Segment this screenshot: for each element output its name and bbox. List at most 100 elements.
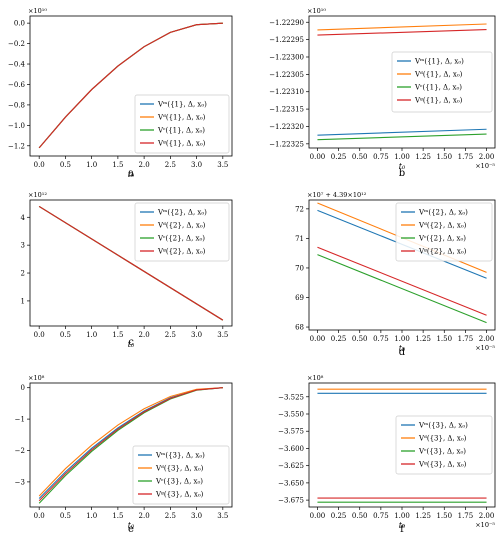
x-tick-label: 1.5 — [112, 161, 123, 169]
x-tick-label: 1.75 — [458, 512, 474, 520]
legend-entry: Vᵈ({2}, Δ, x₀) — [418, 222, 467, 230]
y-tick-label: 2 — [21, 270, 25, 278]
x-tick-label: 3.5 — [217, 331, 228, 339]
x-tick-label: 1.00 — [394, 153, 410, 161]
x-tick-label: 0.50 — [352, 512, 368, 520]
panel-label: f — [400, 524, 405, 535]
y-tick-label: −3.675 — [278, 497, 304, 505]
y-tick-label: 68 — [295, 324, 304, 332]
x-tick-label: 1.00 — [394, 512, 410, 520]
x-tick-label: 0.50 — [352, 153, 368, 161]
y-tick-label: −1.0 — [8, 122, 25, 130]
x-tick-label: 0.25 — [331, 335, 347, 343]
y-tick-label: −3.575 — [278, 428, 304, 436]
x-axis-label: t₀ — [128, 521, 135, 530]
legend-entry: Vᵐ({1}, Δ, x₀) — [414, 58, 464, 66]
y-tick-label: −2 — [15, 447, 25, 455]
x-tick-label: 1.0 — [86, 161, 97, 169]
x-tick-label: 0.75 — [373, 335, 389, 343]
x-tick-label: 0.5 — [60, 331, 71, 339]
y-tick-label: 71 — [295, 235, 304, 243]
legend-box — [395, 415, 493, 475]
x-tick-label: 0.00 — [310, 335, 326, 343]
x-tick-label: 0.25 — [331, 512, 347, 520]
y-tick-label: −0.4 — [8, 61, 26, 69]
x-tick-label: 0.75 — [373, 153, 389, 161]
legend-entry: Vᶜ({1}, Δ, x₀) — [157, 127, 205, 135]
x-tick-label: 3.0 — [191, 512, 202, 520]
legend-entry: Vᵍ({2}, Δ, x₀) — [157, 248, 206, 256]
x-tick-label: 2.5 — [165, 512, 176, 520]
y-tick-label: 0 — [21, 384, 25, 392]
panel-f: 0.00 0.25 0.50 0.75 1.00 1.25 1.50 1.75 2.00 −3.5… — [278, 374, 496, 535]
panel-e: 0.0 0.5 1.0 1.5 2.0 2.5 3.0 3.5 −3 −2 −1 0×10⁸ t₀ Vᵐ(… — [15, 374, 233, 535]
y-tick-label: −3.625 — [278, 462, 304, 470]
legend: Vᵐ({1}, Δ, x₀) Vᵈ({1}, Δ, x₀) Vᶜ({1}, Δ, x… — [391, 51, 493, 113]
legend: Vᵐ({3}, Δ, x₀) Vᵈ({3}, Δ, x₀) Vᶜ({3}, Δ, x… — [395, 415, 493, 475]
y-tick-label: 3 — [21, 242, 25, 250]
legend: Vᵐ({3}, Δ, x₀) Vᵈ({3}, Δ, x₀) Vᶜ({3}, Δ, x… — [132, 445, 230, 505]
series-line-4 — [38, 205, 224, 321]
legend-entry: Vᵐ({2}, Δ, x₀) — [157, 209, 207, 217]
y-tick-label: 1 — [21, 297, 25, 305]
x-tick-label: 1.25 — [415, 512, 431, 520]
x-multiplier: ×10⁻⁵ — [475, 521, 495, 529]
x-multiplier: ×10⁻⁵ — [475, 344, 495, 352]
x-tick-label: 2.0 — [139, 161, 150, 169]
legend-entry: Vᵐ({3}, Δ, x₀) — [418, 422, 468, 430]
y-tick-label: 0.0 — [14, 20, 25, 28]
panel-label: b — [399, 168, 405, 179]
x-tick-label: 2.00 — [479, 153, 495, 161]
y-tick-label: −3.650 — [278, 479, 304, 487]
y-tick-label: −1.22315 — [269, 106, 304, 114]
x-tick-label: 1.5 — [112, 512, 123, 520]
y-tick-label: −3.600 — [278, 445, 304, 453]
series-line-3 — [317, 133, 487, 141]
panel-label: d — [399, 347, 406, 358]
panel-label: a — [128, 168, 134, 179]
x-tick-label: 2.00 — [479, 335, 495, 343]
legend-entry: Vᶜ({1}, Δ, x₀) — [414, 84, 462, 92]
legend: Vᵐ({1}, Δ, x₀) Vᵈ({1}, Δ, x₀) Vᶜ({1}, Δ, x… — [134, 94, 230, 154]
y-tick-label: 69 — [295, 294, 304, 302]
axes-frame — [29, 382, 233, 508]
legend-entry: Vᶜ({3}, Δ, x₀) — [418, 448, 466, 456]
panel-b: 0.00 0.25 0.50 0.75 1.00 1.25 1.50 1.75 2.00 −1.2… — [269, 7, 496, 179]
legend-entry: Vᵈ({1}, Δ, x₀) — [414, 71, 463, 79]
panel-label: c — [128, 337, 134, 348]
x-tick-label: 0.00 — [310, 153, 326, 161]
series-line-4 — [317, 246, 487, 316]
y-tick-label: 72 — [295, 205, 304, 213]
legend-entry: Vᶜ({3}, Δ, x₀) — [155, 478, 203, 486]
legend-entry: Vᵐ({2}, Δ, x₀) — [418, 209, 468, 217]
legend-entry: Vᶜ({2}, Δ, x₀) — [418, 235, 466, 243]
x-tick-label: 0.25 — [331, 153, 347, 161]
y-tick-label: −3.525 — [278, 393, 304, 401]
x-tick-label: 0.50 — [352, 335, 368, 343]
y-tick-label: −1.22295 — [269, 36, 304, 44]
x-tick-label: 3.5 — [217, 512, 228, 520]
legend-entry: Vᵈ({2}, Δ, x₀) — [157, 222, 206, 230]
series-line-3 — [317, 254, 487, 324]
y-multiplier: ×10¹⁰ — [307, 7, 326, 15]
y-tick-label: −1.22310 — [269, 88, 304, 96]
y-multiplier: ×10⁸ — [28, 374, 45, 382]
y-tick-label: −1.22320 — [269, 123, 304, 131]
axes-frame — [29, 199, 233, 327]
y-tick-label: −0.8 — [8, 101, 25, 109]
axes-frame — [29, 15, 233, 157]
x-axis-label: t₀ — [128, 170, 135, 179]
y-tick-label: −1.22325 — [269, 140, 304, 148]
x-tick-label: 1.50 — [436, 512, 452, 520]
x-tick-label: 1.50 — [436, 153, 452, 161]
series-line-1 — [317, 128, 487, 136]
x-tick-label: 2.5 — [165, 331, 176, 339]
series-line-2 — [317, 23, 487, 31]
x-tick-label: 1.50 — [436, 335, 452, 343]
y-multiplier: ×10¹⁰ — [28, 7, 47, 15]
series-line-4 — [38, 387, 223, 502]
legend-box — [134, 94, 230, 154]
x-tick-label: 3.0 — [191, 331, 202, 339]
legend-entry: Vᵈ({1}, Δ, x₀) — [157, 114, 206, 122]
y-tick-label: 4 — [21, 214, 26, 222]
